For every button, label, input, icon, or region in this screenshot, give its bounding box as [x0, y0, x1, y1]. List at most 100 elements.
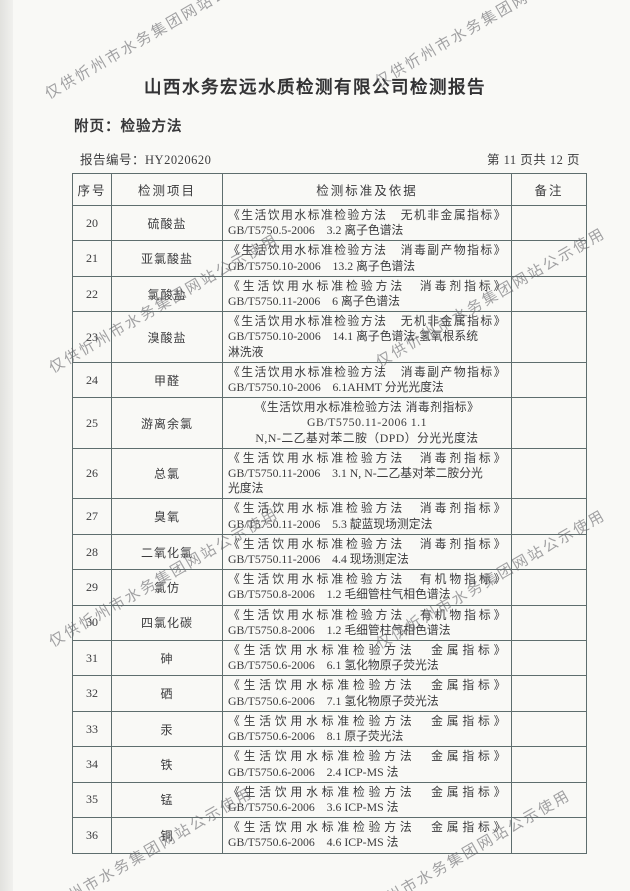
note-cell: [511, 710, 587, 748]
test-item: 甲醛: [111, 361, 223, 399]
table-row: 21 亚氯酸盐 《生活饮用水标准检验方法 消毒副产物指标》 GB/T5750.10-2…: [72, 240, 587, 277]
standard-method-line: GB/T5750.6-2006 4.6 ICP-MS 法: [228, 835, 399, 850]
row-number: 22: [72, 275, 112, 313]
page-title: 山西水务宏远水质检测有限公司检测报告: [144, 77, 486, 97]
test-item: 游离余氯: [111, 397, 223, 449]
test-item: 铜: [111, 817, 223, 854]
row-number: 29: [72, 569, 112, 606]
test-item: 氯仿: [111, 569, 223, 606]
standard-method-line: N,N-二乙基对苯二胺（DPD）分光光度法: [255, 430, 479, 445]
standard-method-line: GB/T5750.11-2006 6 离子色谱法: [228, 294, 400, 309]
row-number: 33: [72, 710, 112, 748]
table-row: 35 锰《生活饮用水标准检验方法 金属指标》 GB/T5750.6-2006 3.6…: [72, 781, 587, 819]
table-row: 29 氯仿 《生活饮用水标准检验方法 有机物指标》 GB/T5750.8-2006 1…: [72, 569, 587, 606]
note-cell: [511, 781, 587, 819]
row-number: 20: [72, 204, 112, 242]
standard-title-line: 《生活饮用水标准检验方法 消毒副产物指标》: [228, 243, 506, 258]
note-cell: [511, 240, 587, 277]
standard-title-line: 《生活饮用水标准检验方法 无机非金属指标》: [228, 208, 506, 222]
col-header-item: 检测项目: [111, 173, 223, 206]
standard-title-line: 《生活饮用水标准检验方法 消毒剂指标》: [228, 501, 506, 516]
test-item: 四氯化碳: [111, 604, 223, 642]
note-cell: [511, 640, 587, 677]
standard-title-line: 《生活饮用水标准检验方法 消毒剂指标》: [228, 278, 506, 293]
table-row: 27 臭氧 《生活饮用水标准检验方法 消毒剂指标》 GB/T5750.11-2006 …: [72, 498, 587, 535]
test-item: 汞: [111, 710, 223, 748]
standard-and-basis: 《生活饮用水标准检验方法 有机物指标》 GB/T5750.8-2006 1.2 毛…: [222, 604, 512, 642]
row-number: 24: [72, 361, 112, 399]
standard-method-line: GB/T5750.8-2006 1.2 毛细管柱气相色谱法: [228, 587, 451, 602]
note-cell: [511, 311, 587, 363]
row-number: 36: [72, 817, 112, 854]
standard-method-line: GB/T5750.11-2006 1.1: [307, 415, 427, 430]
row-number: 28: [72, 533, 112, 571]
note-cell: [511, 569, 587, 606]
table-header-row: 序号 检测项目 检测标准及依据 备注: [72, 173, 587, 206]
standard-and-basis: 《生活饮用水标准检验方法 消毒剂指标》 GB/T5750.11-2006 4.4 …: [222, 533, 512, 571]
standard-and-basis: 《生活饮用水标准检验方法 金属指标》 GB/T5750.6-2006 2.4 IC…: [222, 746, 512, 783]
table-row: 32 硒《生活饮用水标准检验方法 金属指标》 GB/T5750.6-2006 7.1…: [72, 675, 587, 712]
note-cell: [511, 817, 587, 854]
note-cell: [511, 275, 587, 313]
table-row: 36 铜《生活饮用水标准检验方法 金属指标》 GB/T5750.6-2006 4.6…: [72, 817, 587, 854]
standard-method-line: 光度法: [228, 481, 264, 496]
test-item: 亚氯酸盐: [111, 240, 223, 277]
table-row: 22 氯酸盐 《生活饮用水标准检验方法 消毒剂指标》 GB/T5750.11-2006…: [72, 275, 587, 313]
standard-method-line: GB/T5750.5-2006 3.2 离子色谱法: [228, 223, 404, 238]
note-cell: [511, 746, 587, 783]
note-cell: [511, 533, 587, 571]
table-row: 25 游离余氯 《生活饮用水标准检验方法 消毒剂指标》 GB/T5750.11-200…: [72, 397, 587, 449]
table-row: 23 溴酸盐 《生活饮用水标准检验方法 无机非金属指标》 GB/T5750.10-20…: [72, 311, 587, 363]
report-number: 报告编号：HY2020620: [80, 149, 211, 168]
row-number: 34: [72, 746, 112, 783]
row-number: 35: [72, 781, 112, 819]
row-number: 23: [72, 311, 112, 363]
methods-table: 序号 检测项目 检测标准及依据 备注 20 硫酸盐 《生活饮用水标准检验方法 无机非…: [72, 173, 587, 854]
standard-title-line: 《生活饮用水标准检验方法 消毒副产物指标》: [228, 364, 506, 379]
standard-method-line: GB/T5750.11-2006 3.1 N, N-二乙基对苯二胺分光: [228, 466, 483, 481]
scan-edge-shadow: [0, 0, 13, 891]
report-number-label: 报告编号：: [80, 153, 146, 167]
test-item: 总氯: [111, 447, 223, 500]
note-cell: [511, 604, 587, 642]
standard-method-line: GB/T5750.6-2006 2.4 ICP-MS 法: [228, 764, 399, 779]
row-number: 31: [72, 640, 112, 677]
standard-method-line: GB/T5750.6-2006 3.6 ICP-MS 法: [228, 799, 399, 814]
standard-title-line: 《生活饮用水标准检验方法 金属指标》: [228, 749, 506, 764]
methods-table-body: 20 硫酸盐 《生活饮用水标准检验方法 无机非金属指标》 GB/T5750.5-200…: [72, 204, 587, 854]
standard-and-basis: 《生活饮用水标准检验方法 消毒副产物指标》 GB/T5750.10-2006 6.…: [222, 361, 512, 399]
standard-and-basis: 《生活饮用水标准检验方法 消毒副产物指标》 GB/T5750.10-2006 13…: [222, 240, 512, 277]
document-content: 山西水务宏远水质检测有限公司检测报告 附页：检验方法 报告编号：HY202062…: [72, 77, 587, 854]
test-item: 臭氧: [111, 498, 223, 535]
standard-and-basis: 《生活饮用水标准检验方法 消毒剂指标》 GB/T5750.11-2006 1.1 N…: [222, 397, 512, 449]
standard-method-line: 淋洗液: [228, 344, 264, 359]
standard-method-line: GB/T5750.8-2006 1.2 毛细管柱气相色谱法: [228, 622, 451, 637]
standard-title-line: 《生活饮用水标准检验方法 消毒剂指标》: [228, 536, 506, 551]
standard-title-line: 《生活饮用水标准检验方法 金属指标》: [228, 713, 506, 728]
standard-and-basis: 《生活饮用水标准检验方法 消毒剂指标》 GB/T5750.11-2006 6 离子…: [222, 275, 512, 313]
standard-and-basis: 《生活饮用水标准检验方法 消毒剂指标》 GB/T5750.11-2006 3.1 …: [222, 447, 512, 500]
report-meta-row: 报告编号：HY2020620 第 11 页共 12 页: [80, 149, 580, 168]
note-cell: [511, 361, 587, 399]
standard-method-line: GB/T5750.6-2006 7.1 氢化物原子荧光法: [228, 693, 439, 708]
row-number: 30: [72, 604, 112, 642]
note-cell: [511, 675, 587, 712]
standard-method-line: GB/T5750.10-2006 6.1AHMT 分光光度法: [228, 380, 444, 395]
test-item: 硒: [111, 675, 223, 712]
test-item: 砷: [111, 640, 223, 677]
test-item: 铁: [111, 746, 223, 783]
standard-title-line: 《生活饮用水标准检验方法 金属指标》: [228, 643, 506, 658]
standard-method-line: GB/T5750.11-2006 5.3 靛蓝现场测定法: [228, 516, 433, 531]
standard-method-line: GB/T5750.10-2006 14.1 离子色谱法-氢氧根系统: [228, 329, 479, 344]
table-row: 20 硫酸盐 《生活饮用水标准检验方法 无机非金属指标》 GB/T5750.5-200…: [72, 204, 587, 242]
test-item: 硫酸盐: [111, 204, 223, 242]
page-indicator: 第 11 页共 12 页: [486, 153, 580, 167]
standard-title-line: 《生活饮用水标准检验方法 消毒剂指标》: [228, 450, 506, 465]
table-row: 28 二氧化氯 《生活饮用水标准检验方法 消毒剂指标》 GB/T5750.11-200…: [72, 533, 587, 571]
note-cell: [511, 204, 587, 242]
standard-title-line: 《生活饮用水标准检验方法 有机物指标》: [228, 572, 506, 587]
standard-and-basis: 《生活饮用水标准检验方法 金属指标》 GB/T5750.6-2006 6.1 氢化…: [222, 640, 512, 677]
standard-title-line: 《生活饮用水标准检验方法 金属指标》: [228, 820, 506, 835]
appendix-subtitle: 附页：检验方法: [74, 119, 183, 135]
row-number: 21: [72, 240, 112, 277]
